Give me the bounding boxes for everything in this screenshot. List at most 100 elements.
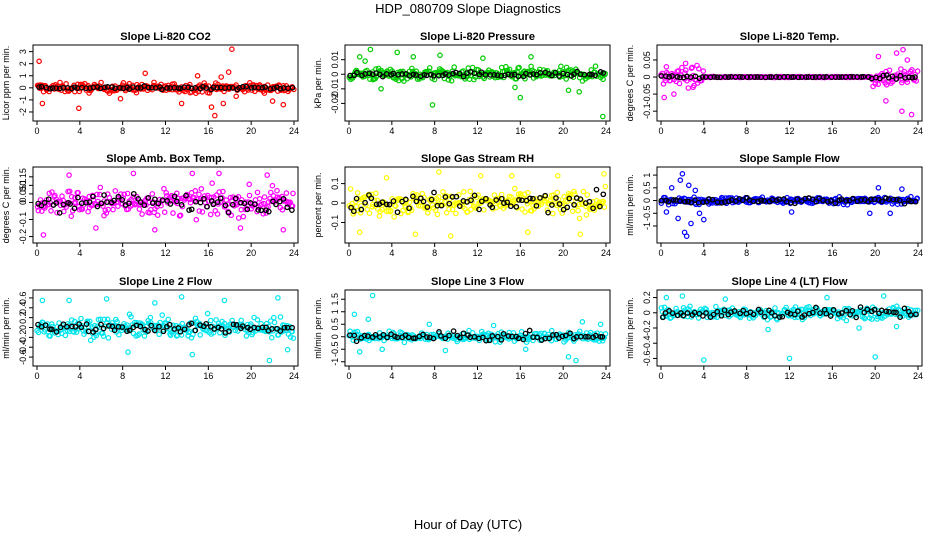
black-point [105, 323, 112, 329]
data-point [222, 332, 228, 339]
black-point [453, 193, 460, 200]
outlier-point [824, 294, 830, 301]
data-point [35, 329, 42, 336]
black-point [876, 75, 883, 82]
data-point [525, 189, 531, 196]
data-point [533, 199, 539, 206]
black-point [893, 76, 900, 82]
panel-title: Slope Li-820 Temp. [740, 31, 839, 43]
data-point [170, 210, 176, 216]
outlier-point [66, 297, 72, 304]
black-point [857, 304, 864, 310]
black-point [164, 85, 170, 91]
black-point [792, 200, 798, 207]
data-point [602, 330, 609, 337]
data-point [373, 190, 379, 197]
y-axis-label: ml/min per min. [625, 297, 635, 359]
black-point [590, 205, 596, 212]
black-point [457, 334, 463, 341]
data-point [434, 211, 441, 218]
black-point [217, 195, 224, 202]
panel-4: Slope Amb. Box Temp. degrees C per min. 0 4… [1, 153, 299, 258]
data-point [149, 191, 156, 197]
black-point [42, 322, 49, 329]
black-point [516, 197, 522, 203]
outlier-point [683, 233, 690, 240]
black-point [78, 324, 85, 331]
black-point [203, 85, 210, 91]
x-tick-label: 0 [346, 371, 351, 381]
black-point [912, 74, 918, 80]
black-point [67, 201, 73, 207]
outlier-point [365, 316, 372, 323]
outlier-point [220, 100, 227, 107]
black-point [889, 73, 896, 80]
black-point [442, 335, 449, 342]
data-point [460, 189, 467, 195]
black-point [384, 334, 390, 341]
y-tick-label: -0.2 [642, 320, 652, 336]
x-tick-label: 24 [601, 371, 611, 381]
data-point [254, 316, 261, 323]
data-point [290, 335, 297, 342]
black-point [670, 197, 677, 203]
panel-title: Slope Gas Stream RH [421, 153, 534, 165]
y-tick-label: 0.1 [330, 177, 340, 190]
y-tick-label: 0.5 [330, 318, 340, 331]
data-point [72, 200, 79, 206]
x-tick-label: 20 [870, 248, 880, 258]
data-point [151, 79, 157, 86]
y-tick-label: 0 [18, 200, 28, 205]
black-point [424, 334, 430, 340]
data-point [246, 181, 253, 188]
black-point [489, 333, 496, 339]
black-point [126, 200, 132, 207]
data-point [35, 207, 42, 214]
y-tick-label: 0.2 [642, 291, 652, 304]
black-series [35, 320, 295, 336]
black-point [773, 74, 779, 80]
outlier-point [266, 357, 273, 364]
black-point [817, 310, 823, 316]
black-point [564, 204, 571, 211]
data-point [106, 194, 113, 201]
outlier-point [194, 73, 201, 79]
outlier-point [394, 49, 401, 56]
black-point [420, 198, 427, 205]
outlier-point [189, 351, 196, 358]
black-point [289, 84, 296, 91]
black-point [47, 85, 53, 92]
data-point [352, 329, 358, 335]
data-point [269, 182, 276, 189]
data-point [601, 204, 608, 210]
y-tick-label: -0.2 [18, 330, 28, 346]
outlier-point [383, 175, 390, 181]
black-point [731, 308, 738, 314]
black-point [230, 321, 237, 328]
black-point [813, 304, 819, 311]
black-point [351, 332, 358, 339]
black-point [847, 74, 854, 80]
y-tick-label: -0.2 [18, 229, 28, 245]
black-point [909, 74, 916, 81]
x-tick-label: 0 [346, 126, 351, 136]
outlier-point [875, 185, 882, 191]
black-point [353, 338, 360, 345]
outlier-point [212, 112, 218, 119]
black-point [685, 198, 691, 205]
black-point [390, 198, 397, 204]
black-point [226, 328, 232, 335]
black-point [197, 199, 204, 206]
x-tick-label: 16 [827, 248, 837, 258]
black-series [35, 190, 295, 216]
outlier-point [442, 347, 449, 354]
black-point [350, 208, 357, 215]
outlier-point [679, 171, 686, 177]
y-axis-label: kPa per min. [313, 58, 323, 109]
black-point [244, 206, 251, 213]
black-point [72, 323, 79, 330]
outlier-point [856, 325, 862, 331]
x-tick-label: 8 [744, 371, 749, 381]
black-point [431, 189, 437, 196]
data-point [73, 329, 80, 336]
